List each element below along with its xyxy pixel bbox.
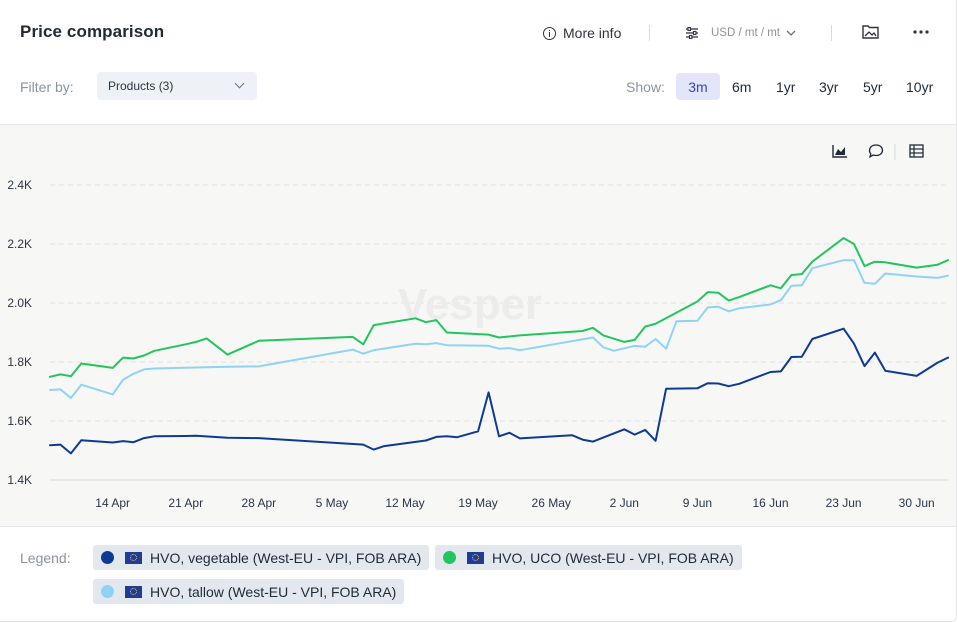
eu-flag-icon <box>125 585 142 598</box>
chevron-down-icon <box>234 78 245 89</box>
toolbar-divider <box>649 25 650 41</box>
range-3yr-button[interactable]: 3yr <box>819 78 839 95</box>
toolbar-divider <box>831 25 832 41</box>
range-1yr-button[interactable]: 1yr <box>776 78 796 95</box>
price-line-chart: Vesper 1.4K 1.6K 1.8K 2.0K 2.2K 2.4K 14 Apr 21… <box>7 144 949 510</box>
legend-item-label: HVO, UCO (West-EU - VPI, FOB ARA) <box>492 549 734 566</box>
x-tick-label: 5 May <box>316 496 349 510</box>
series-line-1 <box>49 327 949 455</box>
table-icon[interactable] <box>909 144 924 158</box>
range-6m-button[interactable]: 6m <box>732 78 752 95</box>
legend-item-tallow[interactable]: HVO, tallow (West-EU - VPI, FOB ARA) <box>93 579 405 604</box>
x-tick-label: 12 May <box>385 496 424 510</box>
more-info-button[interactable]: More info <box>543 20 621 46</box>
series-color-dot <box>101 585 114 598</box>
legend-item-uco[interactable]: HVO, UCO (West-EU - VPI, FOB ARA) <box>435 545 742 570</box>
image-icon[interactable] <box>862 24 879 39</box>
more-info-icon <box>543 26 556 40</box>
range-3m-button[interactable]: 3m <box>676 73 720 100</box>
series-line-3 <box>49 259 949 399</box>
more-icon[interactable] <box>913 29 929 35</box>
legend-item-vegetable[interactable]: HVO, vegetable (West-EU - VPI, FOB ARA) <box>93 545 430 570</box>
x-tick-label: 26 May <box>532 496 571 510</box>
unit-label: USD / mt / mt <box>711 27 780 39</box>
eu-flag-icon <box>125 551 142 564</box>
watermark: Vesper <box>398 280 542 329</box>
legend-label: Legend: <box>20 550 71 566</box>
unit-selector[interactable]: USD / mt / mt <box>685 20 796 46</box>
y-tick-label: 1.8K <box>7 355 32 369</box>
y-tick-label: 1.6K <box>7 414 32 428</box>
series-color-dot <box>101 551 114 564</box>
legend-item-label: HVO, vegetable (West-EU - VPI, FOB ARA) <box>150 549 422 566</box>
products-dropdown[interactable]: Products (3) <box>97 72 257 100</box>
chevron-down-icon <box>786 30 796 36</box>
range-10yr-button[interactable]: 10yr <box>906 78 934 95</box>
y-tick-label: 2.0K <box>7 296 32 310</box>
x-tick-label: 23 Jun <box>826 496 862 510</box>
x-tick-label: 19 May <box>458 496 497 510</box>
x-tick-label: 9 Jun <box>683 496 712 510</box>
series-color-dot <box>443 551 456 564</box>
eu-flag-icon <box>467 551 484 564</box>
page-title: Price comparison <box>20 22 165 41</box>
comment-icon[interactable] <box>868 144 884 159</box>
series-line-2 <box>49 237 949 378</box>
legend-item-label: HVO, tallow (West-EU - VPI, FOB ARA) <box>150 583 397 600</box>
x-tick-label: 16 Jun <box>752 496 788 510</box>
y-tick-label: 2.4K <box>7 178 32 192</box>
range-label: Show: <box>626 79 665 95</box>
x-tick-label: 30 Jun <box>899 496 935 510</box>
products-dropdown-label: Products (3) <box>108 79 174 93</box>
x-tick-label: 28 Apr <box>241 496 276 510</box>
x-tick-label: 14 Apr <box>95 496 130 510</box>
sliders-icon <box>686 27 698 39</box>
y-tick-label: 2.2K <box>7 237 32 251</box>
x-tick-label: 21 Apr <box>168 496 203 510</box>
x-tick-label: 2 Jun <box>610 496 639 510</box>
filter-label: Filter by: <box>20 79 74 95</box>
range-5yr-button[interactable]: 5yr <box>863 78 883 95</box>
more-info-label: More info <box>563 25 622 41</box>
area-chart-icon[interactable] <box>832 145 847 158</box>
y-tick-label: 1.4K <box>7 473 32 487</box>
chart-panel <box>0 124 956 527</box>
